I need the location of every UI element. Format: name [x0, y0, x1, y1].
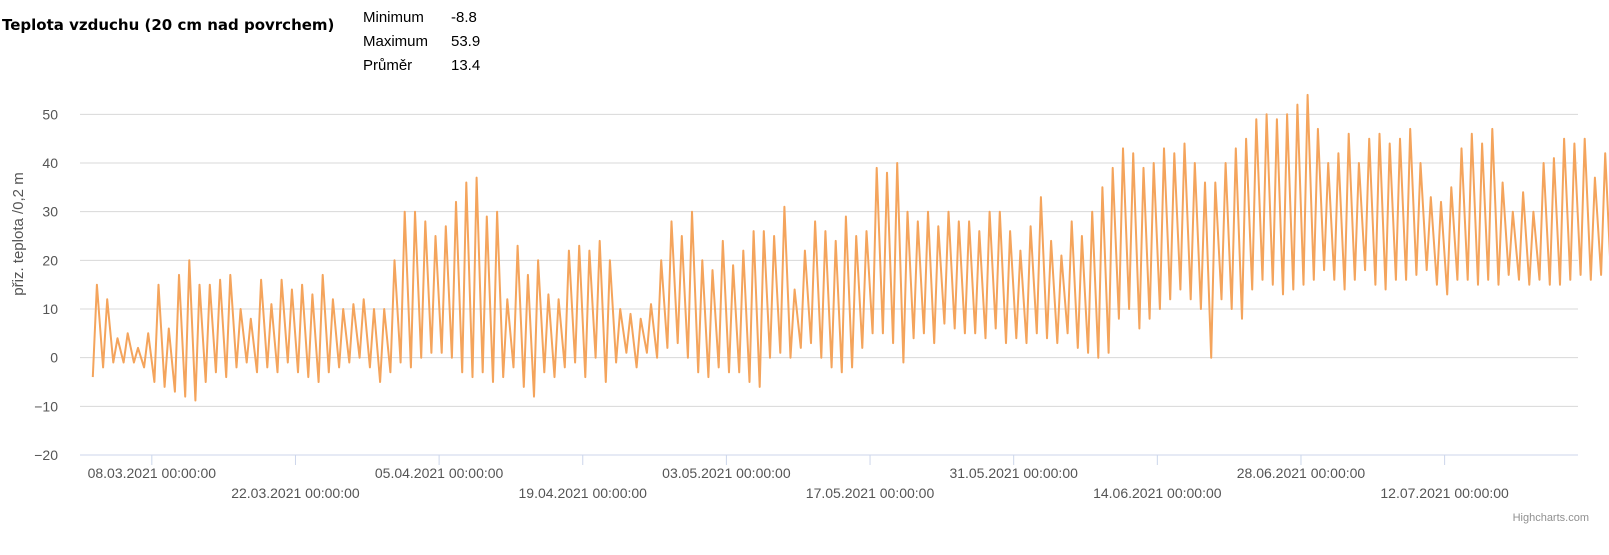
series-group	[91, 93, 1609, 402]
chart-title: Teplota vzduchu (20 cm nad povrchem)	[2, 16, 335, 34]
y-axis-ticks: −20 −10 0 10 20 30 40 50	[34, 106, 58, 463]
stats-average-value: 13.4	[451, 57, 481, 74]
stats-maximum-label: Maximum	[363, 33, 429, 50]
y-tick-label: 30	[42, 204, 58, 220]
x-tick-label: 31.05.2021 00:00:00	[949, 465, 1078, 481]
x-tick-label: 22.03.2021 00:00:00	[231, 485, 360, 501]
stats-minimum-label: Minimum	[363, 9, 424, 26]
credits-link[interactable]: Highcharts.com	[1512, 512, 1589, 524]
stats-average-label: Průměr	[363, 57, 413, 74]
y-tick-label: −10	[34, 398, 58, 414]
x-tick-label: 19.04.2021 00:00:00	[519, 485, 648, 501]
stats-minimum-row: Minimum -8.8	[363, 6, 480, 30]
x-tick-label: 08.03.2021 00:00:00	[88, 465, 217, 481]
stats-average-row: Průměr 13.4	[363, 54, 480, 78]
x-tick-label: 28.06.2021 00:00:00	[1237, 465, 1366, 481]
y-tick-label: 10	[42, 301, 58, 317]
y-axis-title: přiz. teplota /0,2 m	[10, 172, 27, 295]
stats-maximum-value: 53.9	[451, 33, 481, 50]
grid-lines	[80, 113, 1578, 456]
y-tick-label: 20	[42, 252, 58, 268]
stats-maximum-row: Maximum 53.9	[363, 30, 480, 54]
x-tick-label: 03.05.2021 00:00:00	[662, 465, 791, 481]
stats-panel: Minimum -8.8 Maximum 53.9 Průměr 13.4	[363, 6, 480, 78]
y-tick-label: 0	[50, 350, 58, 366]
y-tick-label: 50	[42, 106, 58, 122]
x-tick-label: 14.06.2021 00:00:00	[1093, 485, 1222, 501]
x-tick-label: 12.07.2021 00:00:00	[1380, 485, 1509, 501]
y-tick-label: 40	[42, 155, 58, 171]
stats-minimum-value: -8.8	[451, 9, 477, 26]
x-tick-label: 05.04.2021 00:00:00	[375, 465, 504, 481]
series-line	[91, 93, 1609, 402]
y-tick-label: −20	[34, 447, 58, 463]
x-tick-label: 17.05.2021 00:00:00	[806, 485, 935, 501]
x-axis: 08.03.2021 00:00:00 22.03.2021 00:00:00 05…	[80, 454, 1578, 501]
